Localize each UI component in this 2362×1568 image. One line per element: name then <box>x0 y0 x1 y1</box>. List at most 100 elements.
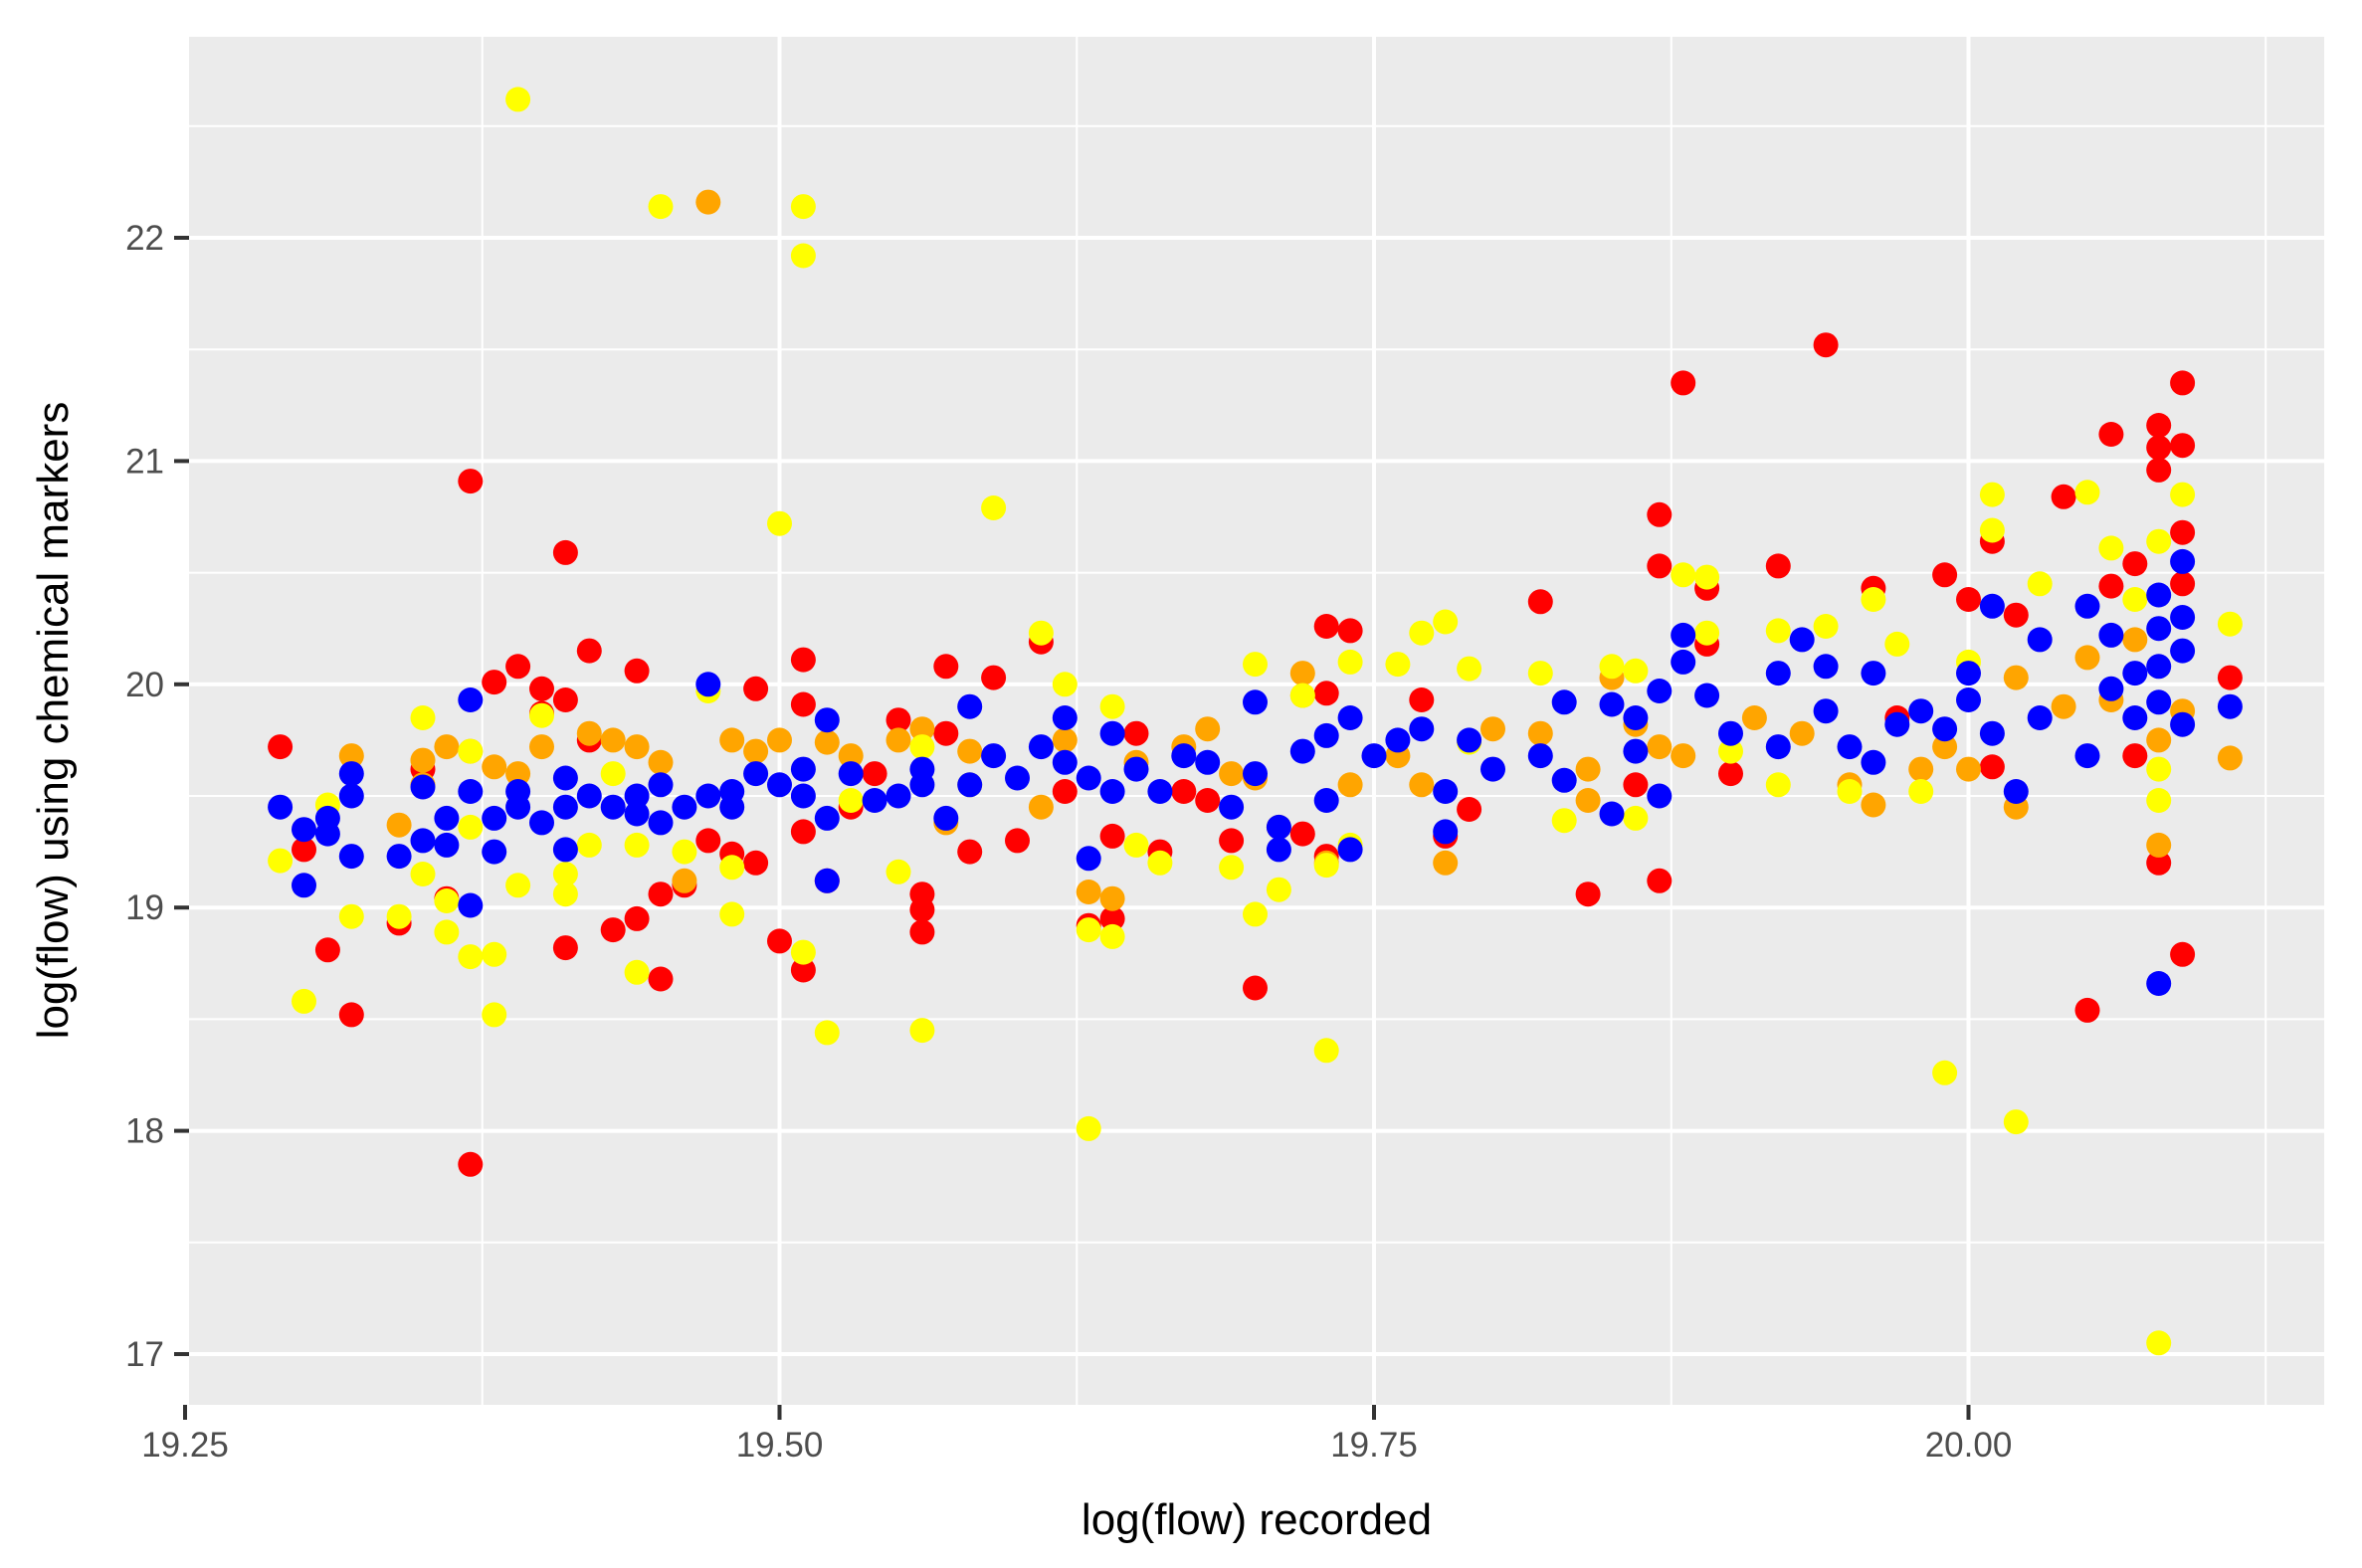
data-point <box>1433 779 1459 804</box>
data-point <box>1289 821 1315 847</box>
data-point <box>338 783 364 809</box>
data-point <box>2027 705 2053 730</box>
data-point <box>1099 693 1125 719</box>
data-point <box>338 844 364 870</box>
data-point <box>600 917 626 943</box>
data-point <box>695 783 721 809</box>
data-point <box>1789 627 1815 653</box>
data-point <box>1433 819 1459 845</box>
data-point <box>1313 681 1339 706</box>
data-point <box>2098 622 2124 648</box>
data-point <box>1647 501 1673 527</box>
data-point <box>1123 832 1149 858</box>
data-point <box>1457 727 1482 753</box>
data-point <box>1861 792 1886 818</box>
x-axis-title: log(flow) recorded <box>1082 1495 1432 1544</box>
data-point <box>292 817 316 843</box>
data-point <box>743 676 769 701</box>
data-point <box>1076 765 1101 791</box>
data-point <box>458 814 484 840</box>
data-point <box>719 727 745 753</box>
data-point <box>1337 705 1363 730</box>
data-point <box>2146 727 2172 753</box>
data-point <box>2146 528 2172 554</box>
data-point <box>1076 1115 1101 1141</box>
data-point <box>790 194 816 220</box>
data-point <box>624 783 650 809</box>
data-point <box>2003 779 2029 804</box>
data-point <box>1671 743 1696 769</box>
data-point <box>909 919 935 945</box>
data-point <box>624 801 650 827</box>
data-point <box>2122 743 2148 769</box>
data-point <box>1266 877 1291 902</box>
y-tick-label: 22 <box>125 219 164 258</box>
data-point <box>410 862 436 886</box>
data-point <box>886 859 911 884</box>
data-point <box>552 687 578 712</box>
data-point <box>1694 620 1720 646</box>
data-point <box>957 772 983 798</box>
data-point <box>2146 850 2172 876</box>
data-point <box>576 720 602 746</box>
data-point <box>1028 734 1054 760</box>
data-point <box>1694 564 1720 590</box>
data-point <box>957 738 983 764</box>
data-point <box>1671 622 1696 648</box>
data-point <box>2122 551 2148 577</box>
data-point <box>838 761 864 787</box>
data-point <box>2098 676 2124 701</box>
data-point <box>1979 593 2005 619</box>
data-point <box>1551 689 1577 715</box>
data-point <box>1409 687 1435 712</box>
data-point <box>2170 370 2196 396</box>
data-point <box>1147 850 1173 876</box>
data-point <box>909 896 935 922</box>
data-point <box>410 747 436 773</box>
data-point <box>981 495 1007 520</box>
data-point <box>1385 652 1411 678</box>
y-tick-label: 17 <box>125 1335 164 1374</box>
data-point <box>1575 882 1601 907</box>
data-point <box>268 848 294 874</box>
data-point <box>1052 672 1078 697</box>
data-point <box>2003 1109 2029 1135</box>
data-point <box>552 882 578 907</box>
data-point <box>1099 905 1125 931</box>
data-point <box>1861 749 1886 775</box>
data-point <box>529 810 554 836</box>
data-point <box>624 905 650 931</box>
y-axis-title: log(flow) using chemical markers <box>29 402 78 1040</box>
data-point <box>909 1018 935 1044</box>
data-point <box>1932 1060 1958 1085</box>
data-point <box>1076 880 1101 904</box>
data-point <box>1599 801 1625 827</box>
data-point <box>624 959 650 985</box>
data-point <box>2170 571 2196 597</box>
data-point <box>314 937 340 963</box>
data-point <box>458 469 484 494</box>
data-point <box>1052 705 1078 730</box>
data-point <box>2170 519 2196 545</box>
data-point <box>2146 971 2172 996</box>
data-point <box>410 705 436 730</box>
data-point <box>1718 738 1743 764</box>
data-point <box>1171 779 1197 804</box>
data-point <box>576 638 602 664</box>
data-point <box>1861 587 1886 612</box>
data-point <box>410 774 436 800</box>
data-point <box>1765 553 1791 579</box>
data-point <box>1219 855 1245 881</box>
data-point <box>743 850 769 876</box>
data-point <box>1313 853 1339 879</box>
data-point <box>1099 823 1125 849</box>
data-point <box>552 794 578 820</box>
data-point <box>2146 832 2172 858</box>
data-point <box>1575 756 1601 782</box>
data-point <box>743 761 769 787</box>
data-point <box>1266 814 1291 840</box>
y-tick-label: 21 <box>125 442 164 481</box>
data-point <box>1099 923 1125 949</box>
data-point <box>1171 743 1197 769</box>
data-point <box>552 837 578 863</box>
